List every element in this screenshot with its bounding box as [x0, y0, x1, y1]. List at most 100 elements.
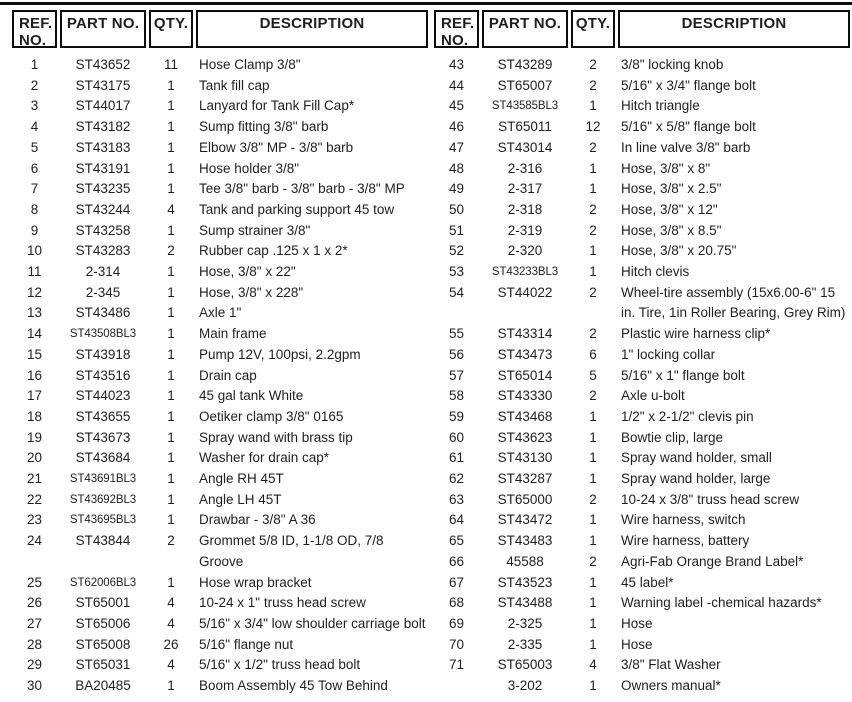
- desc-cell: Grommet 5/8 ID, 1-1/8 OD, 7/8 Groove: [199, 533, 384, 569]
- part-cell: ST43692BL3: [69, 493, 137, 506]
- ref-cell: 18: [26, 408, 43, 424]
- qty-cell: 1: [589, 160, 597, 176]
- qty-cell: 1: [167, 346, 175, 362]
- part-cell: ST65007: [497, 77, 553, 93]
- qty-cell: 4: [167, 615, 175, 631]
- qty-cell: 1: [167, 450, 175, 466]
- ref-cell: 67: [448, 574, 465, 590]
- table-row: 63 ST65000 2 10-24 x 3/8" truss head screw: [434, 490, 850, 511]
- ref-cell: 47: [448, 139, 465, 155]
- qty-cell: 2: [589, 491, 597, 507]
- part-cell: ST43244: [75, 201, 131, 217]
- part-cell: ST43691BL3: [69, 473, 137, 486]
- parts-table-left: REF. NO. PART NO. QTY. DESCRIPTION 1 ST43…: [12, 10, 428, 697]
- qty-cell: 1: [167, 367, 175, 383]
- desc-cell: Tee 3/8" barb - 3/8" barb - 3/8" MP: [199, 181, 405, 197]
- ref-cell: 54: [448, 284, 465, 300]
- qty-cell: 26: [163, 636, 179, 652]
- table-row: 52 2-320 1 Hose, 3/8" x 20.75": [434, 241, 850, 262]
- part-cell: ST43235: [75, 181, 131, 197]
- desc-cell: 1" locking collar: [621, 346, 716, 362]
- part-cell: ST43287: [497, 471, 553, 487]
- ref-cell: 20: [26, 450, 43, 466]
- part-cell: ST43655: [75, 408, 131, 424]
- qty-cell: 2: [589, 57, 597, 72]
- table-row: 12 2-345 1 Hose, 3/8" x 228": [12, 283, 428, 304]
- part-cell: ST43508BL3: [69, 328, 137, 341]
- desc-cell: Wire harness, battery: [621, 533, 750, 549]
- part-cell: ST65006: [75, 615, 131, 631]
- ref-cell: 64: [448, 512, 465, 528]
- desc-cell: 45 gal tank White: [199, 388, 304, 404]
- part-cell: ST43488: [497, 595, 553, 611]
- qty-cell: 1: [167, 388, 175, 404]
- part-cell: ST43191: [75, 160, 131, 176]
- part-cell: ST43175: [75, 77, 131, 93]
- ref-cell: 50: [448, 201, 465, 217]
- qty-cell: 1: [589, 243, 597, 259]
- qty-cell: 1: [167, 77, 175, 93]
- desc-cell: 5/16" x 3/4" low shoulder carriage bolt: [199, 615, 426, 631]
- table-body: 43 ST43289 2 3/8" locking knob 44 ST65007 2 5/1…: [434, 55, 850, 697]
- qty-cell: 1: [167, 264, 175, 280]
- qty-cell: 4: [589, 657, 597, 673]
- table-row: 4 ST43182 1 Sump fitting 3/8" barb: [12, 117, 428, 138]
- part-cell: BA20485: [75, 678, 131, 694]
- parts-table-right: REF. NO. PART NO. QTY. DESCRIPTION 43 ST4…: [434, 10, 850, 697]
- desc-cell: 5/16" x 5/8" flange bolt: [621, 119, 756, 135]
- part-cell: 2-317: [507, 181, 543, 197]
- ref-cell: 69: [448, 615, 465, 631]
- part-cell: 2-335: [507, 636, 543, 652]
- qty-cell: 1: [167, 491, 175, 507]
- ref-no-header: REF. NO.: [12, 10, 57, 49]
- desc-cell: 10-24 x 1" truss head screw: [199, 595, 366, 611]
- ref-cell: 5: [30, 139, 39, 155]
- ref-cell: 56: [448, 346, 465, 362]
- table-row: 51 2-319 2 Hose, 3/8" x 8.5": [434, 221, 850, 242]
- qty-cell: 1: [589, 408, 597, 424]
- desc-cell: 5/16" x 1" flange bolt: [621, 367, 745, 383]
- desc-cell: Tank fill cap: [199, 77, 270, 93]
- qty-cell: 1: [167, 119, 175, 135]
- ref-cell: 21: [26, 471, 43, 487]
- ref-header-line2: NO.: [441, 32, 469, 49]
- part-cell: ST43673: [75, 429, 131, 445]
- table-row: 44 ST65007 2 5/16" x 3/4" flange bolt: [434, 76, 850, 97]
- desc-cell: Hose wrap bracket: [199, 574, 312, 590]
- desc-cell: 10-24 x 3/8" truss head screw: [621, 491, 800, 507]
- table-row: 8 ST43244 4 Tank and parking support 45 tow: [12, 200, 428, 221]
- table-row: 11 2-314 1 Hose, 3/8" x 22": [12, 262, 428, 283]
- qty-cell: 1: [589, 615, 597, 631]
- qty-cell: 11: [163, 57, 178, 72]
- part-cell: ST43289: [497, 57, 553, 72]
- desc-cell: Agri-Fab Orange Brand Label*: [621, 553, 804, 569]
- desc-cell: Hose: [621, 636, 653, 652]
- qty-cell: 5: [589, 367, 597, 383]
- part-cell: ST43652: [75, 57, 131, 72]
- qty-cell: 1: [589, 98, 597, 114]
- qty-cell: 1: [167, 139, 175, 155]
- desc-cell: 45 label*: [621, 574, 674, 590]
- ref-cell: 57: [448, 367, 465, 383]
- desc-cell: Axle u-bolt: [621, 388, 685, 404]
- desc-cell: 5/16" flange nut: [199, 636, 294, 652]
- desc-cell: Hose: [621, 615, 653, 631]
- part-cell: ST43473: [497, 346, 553, 362]
- qty-cell: 2: [167, 533, 175, 549]
- desc-cell: 5/16" x 1/2" truss head bolt: [199, 657, 361, 673]
- ref-no-header: REF. NO.: [434, 10, 479, 49]
- qty-cell: 1: [589, 264, 597, 280]
- table-row: 27 ST65006 4 5/16" x 3/4" low shoulder carr…: [12, 614, 428, 635]
- part-cell: ST43330: [497, 388, 553, 404]
- table-row: 2 ST43175 1 Tank fill cap: [12, 76, 428, 97]
- desc-cell: Oetiker clamp 3/8" 0165: [199, 408, 344, 424]
- part-cell: ST43684: [75, 450, 131, 466]
- qty-cell: 1: [167, 160, 175, 176]
- desc-cell: Main frame: [199, 326, 267, 342]
- ref-cell: 53: [448, 264, 465, 280]
- table-row: 23 ST43695BL3 1 Drawbar - 3/8" A 36: [12, 510, 428, 531]
- ref-cell: 1: [30, 57, 39, 72]
- part-cell: ST44022: [497, 284, 553, 300]
- table-row: 29 ST65031 4 5/16" x 1/2" truss head bolt: [12, 655, 428, 676]
- ref-cell: 62: [448, 471, 465, 487]
